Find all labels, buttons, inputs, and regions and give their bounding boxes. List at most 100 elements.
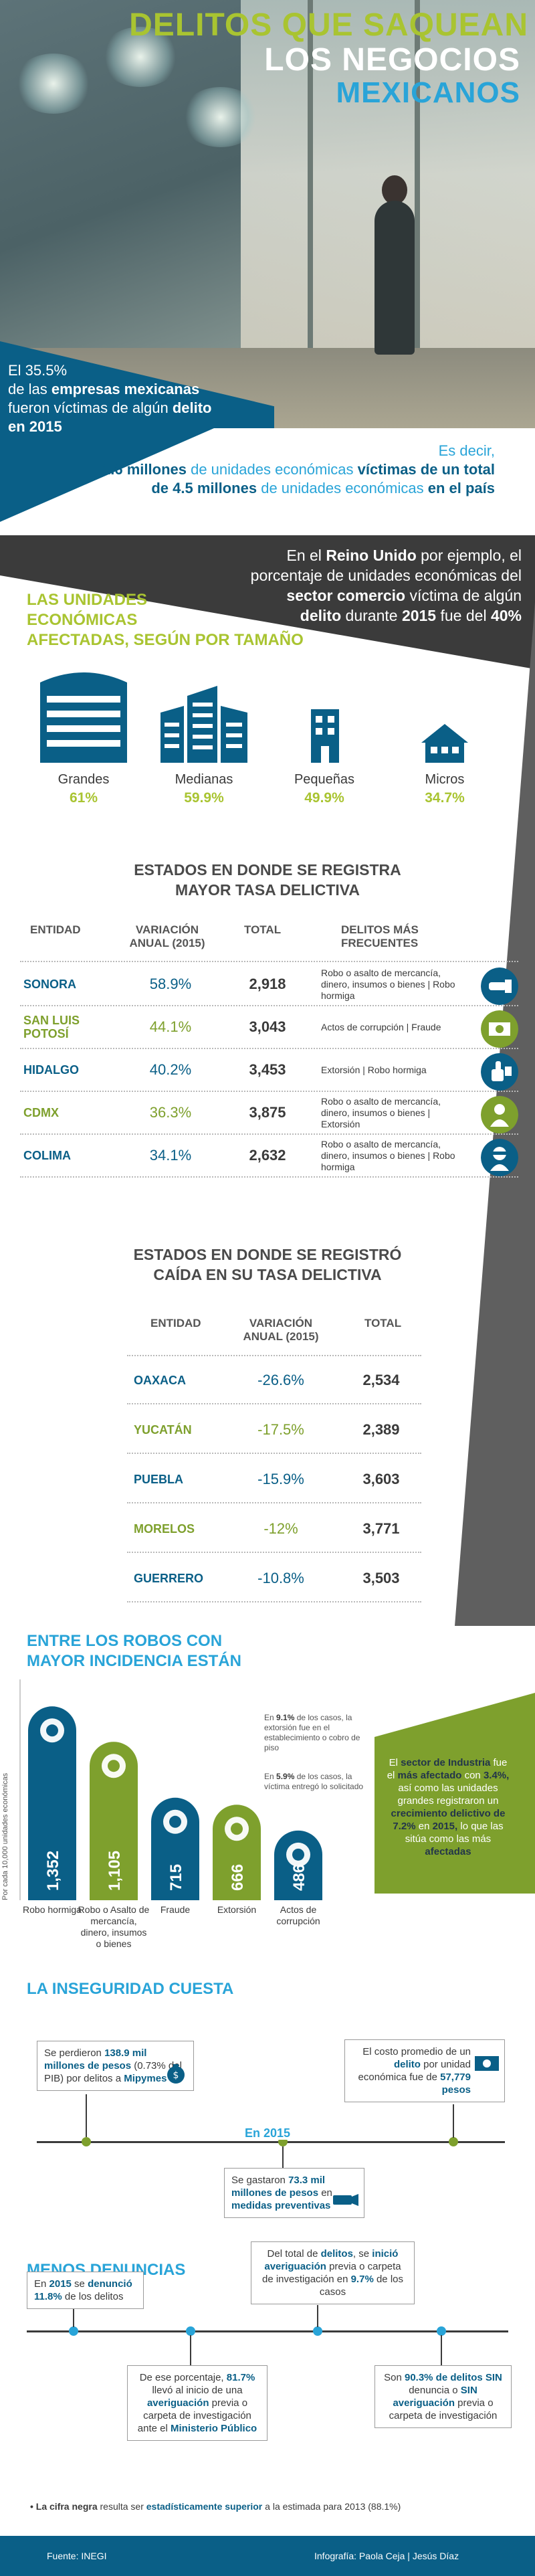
note-text: En xyxy=(264,1713,277,1722)
row-total: 3,503 xyxy=(362,1570,400,1586)
box-text: Son xyxy=(384,2372,405,2383)
bar-chart: 1,352 Robo hormiga 1,105 Robo o Asalto de m… xyxy=(19,1679,322,1949)
table-row: YUCATÁN -17.5% 2,389 xyxy=(127,1406,421,1454)
row-total: 3,875 xyxy=(249,1104,286,1121)
industry-text-part: con xyxy=(461,1770,484,1781)
stat2-text: de unidades económicas xyxy=(186,461,358,478)
note-text: En xyxy=(264,1772,277,1781)
box-bold: averiguación xyxy=(146,2397,209,2409)
y-axis-label: Por cada 10,000 unidades económicas xyxy=(1,1772,9,1900)
stat3-bold: delito xyxy=(300,607,342,624)
row-variacion: -15.9% xyxy=(257,1471,304,1487)
size-name: Pequeñas xyxy=(294,772,355,787)
bar-group: 666 Extorsión xyxy=(213,1805,261,1915)
extortion-note-2: En 5.9% de los casos, la víctima entregó… xyxy=(264,1772,364,1792)
stat2-bold: víctimas de un total de 4.5 millones xyxy=(151,461,495,496)
industry-text: El sector de Industria fue el más afecta… xyxy=(385,1756,512,1858)
sizes-title-line: AFECTADAS, SEGÚN POR TAMAÑO xyxy=(27,631,304,649)
footnote-text: a la estimada para 2013 (88.1%) xyxy=(262,2501,401,2512)
col-variacion: VARIACIÓN ANUAL (2015) xyxy=(124,923,211,950)
industry-text-part: lo que las sitúa como las más xyxy=(405,1821,504,1845)
timeline-dot xyxy=(449,2137,458,2146)
stat3-text: víctima de algún xyxy=(405,587,522,604)
industry-text-bold: crecimiento delictivo de 7.2% xyxy=(391,1808,506,1832)
thief-icon-inner xyxy=(108,1760,120,1772)
investigation-box: Del total de delitos, se inició averigua… xyxy=(251,2241,415,2304)
row-variacion: 36.3% xyxy=(149,1104,192,1121)
medium-buildings-icon xyxy=(160,686,247,763)
row-entidad: CDMX xyxy=(23,1105,59,1119)
box-bold: delito xyxy=(393,2059,421,2070)
money-hand-icon-inner xyxy=(231,1823,243,1835)
stat1-text: de las xyxy=(8,381,51,397)
footer: Fuente: INEGI Infografía: Paola Ceja | J… xyxy=(0,2536,535,2576)
row-variacion: 58.9% xyxy=(149,976,192,992)
footnote-text: resulta ser xyxy=(97,2501,146,2512)
bar-group: 1,352 Robo hormiga xyxy=(23,1706,82,1915)
row-variacion: 34.1% xyxy=(149,1147,192,1164)
title-line-2: LOS NEGOCIOS xyxy=(264,42,520,78)
cash-icon xyxy=(475,2056,499,2071)
stat3-text: durante xyxy=(341,607,402,624)
row-variacion: 40.2% xyxy=(149,1061,192,1078)
row-total: 2,534 xyxy=(362,1372,400,1388)
row-variacion: 44.1% xyxy=(149,1018,192,1035)
stat2-text: Es decir, xyxy=(438,442,495,459)
row-entidad: YUCATÁN xyxy=(134,1422,192,1437)
row-delitos: Actos de corrupción | Fraude xyxy=(321,1021,441,1032)
row-variacion: -17.5% xyxy=(257,1421,304,1438)
table-row: GUERRERO -10.8% 3,503 xyxy=(127,1554,421,1602)
bar xyxy=(90,1742,138,1900)
footnote-bold: estadísticamente superior xyxy=(146,2501,263,2512)
small-building-icon xyxy=(311,709,339,763)
house-icon xyxy=(421,724,468,763)
lowest-title-line: ESTADOS EN DONDE SE REGISTRÓ xyxy=(133,1246,402,1263)
robos-title: ENTRE LOS ROBOS CON MAYOR INCIDENCIA EST… xyxy=(27,1631,241,1671)
stat-victim-percentage: El 35.5% de las empresas mexicanas fuero… xyxy=(8,361,222,436)
size-name: Medianas xyxy=(175,772,233,787)
table-row: SAN LUIS POTOSÍ 44.1% 3,043 Actos de cor… xyxy=(20,1006,518,1049)
box-text: Se gastaron xyxy=(231,2175,289,2186)
industry-text-part: El xyxy=(389,1757,401,1768)
row-entidad: GUERRERO xyxy=(134,1571,204,1585)
size-micros: Micros 34.7% xyxy=(391,669,498,806)
table-row: OAXACA -26.6% 2,534 xyxy=(127,1356,421,1404)
note-text: de los casos, la extorsión fue en el est… xyxy=(264,1713,360,1752)
industry-text-bold: más afectado xyxy=(397,1770,462,1781)
sizes-title-line: LAS UNIDADES xyxy=(27,591,148,609)
box-text: El costo promedio de un xyxy=(362,2046,471,2057)
row-total: 2,918 xyxy=(249,976,286,992)
category-label-wrap: Fraude xyxy=(160,1904,190,1915)
timeline-dot xyxy=(437,2326,446,2336)
industry-text-part: en xyxy=(415,1821,433,1832)
row-delitos: Robo o asalto de mercancía, dinero, insu… xyxy=(321,967,455,1001)
row-entidad: PUEBLA xyxy=(134,1472,184,1486)
row-total: 2,632 xyxy=(249,1147,286,1164)
bar-group: 486 Actos de corrupción xyxy=(274,1830,322,1926)
table-divider xyxy=(127,1355,421,1356)
timeline-dot xyxy=(82,2137,91,2146)
col-variacion-line: ANUAL (2015) xyxy=(243,1330,319,1343)
box-text: llevó al inicio de una xyxy=(152,2385,243,2396)
box-text: de los delitos xyxy=(62,2291,124,2302)
stat-uk-comparison: En el Reino Unido por ejemplo, el porcen… xyxy=(247,545,522,626)
person-silhouette xyxy=(374,201,415,355)
table-row: COLIMA 34.1% 2,632 Robo o asalto de merc… xyxy=(20,1135,518,1178)
average-cost-box: El costo promedio de un delito por unida… xyxy=(344,2039,505,2102)
stat3-text: fue del xyxy=(436,607,491,624)
box-text: en xyxy=(318,2187,332,2199)
window-frame xyxy=(308,0,313,348)
timeline-dot xyxy=(186,2326,195,2336)
bar-value-label: 1,105 xyxy=(106,1851,124,1891)
lamp-light xyxy=(13,54,94,114)
row-total: 2,389 xyxy=(362,1421,400,1438)
box-text: previa o carpeta de investigación en xyxy=(262,2261,401,2285)
timeline-connector xyxy=(453,2104,454,2138)
size-medianas: Medianas 59.9% xyxy=(150,669,257,806)
note-bold: 5.9% xyxy=(276,1772,295,1781)
svg-text:$: $ xyxy=(173,2070,179,2081)
row-entidad: COLIMA xyxy=(23,1148,71,1162)
no-report-box: Son 90.3% de delitos SIN denuncia o SIN … xyxy=(374,2365,512,2428)
timeline-connector xyxy=(73,2302,74,2327)
robos-title-line: MAYOR INCIDENCIA ESTÁN xyxy=(27,1652,241,1670)
